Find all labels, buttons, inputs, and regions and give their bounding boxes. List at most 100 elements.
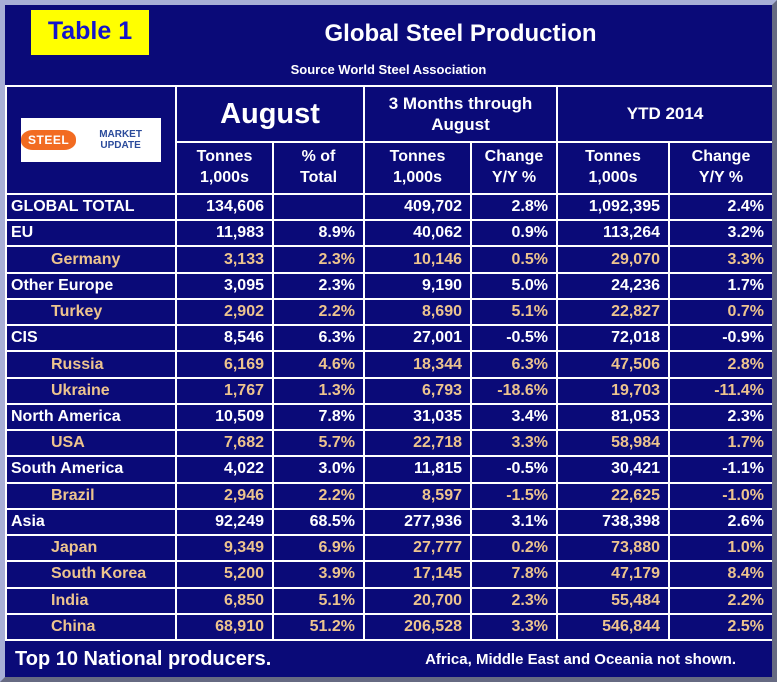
col-header-august-pct-of-total: % of Total	[272, 141, 365, 195]
col-header-ytd-change: Change Y/Y %	[667, 141, 772, 195]
cell-value: 24,236	[556, 271, 670, 300]
title-row: Table 1 Global Steel Production	[5, 5, 772, 59]
cell-value: 19,703	[556, 376, 670, 405]
cell-value: 546,844	[556, 612, 670, 642]
cell-value: 5.0%	[470, 271, 558, 300]
column-group-ytd-2014: YTD 2014	[555, 85, 772, 143]
table-row: EU 11,983 8.9% 40,062 0.9% 113,264 3.2%	[5, 219, 772, 248]
cell-value: 20,700	[363, 586, 472, 615]
row-label: Brazil	[5, 481, 177, 510]
cell-value: 9,349	[175, 534, 274, 563]
col-header-ytd-tonnes: Tonnes 1,000s	[556, 141, 670, 195]
logo-market-update-text: MARKET UPDATE	[99, 129, 142, 151]
cell-value: 2.4%	[667, 192, 772, 222]
cell-value: -0.5%	[470, 455, 558, 484]
steel-market-update-logo: STEEL MARKET UPDATE	[21, 118, 161, 162]
cell-value: 68.5%	[272, 507, 365, 537]
cell-value: 31,035	[363, 402, 472, 432]
cell-value: 3.3%	[470, 612, 558, 642]
cell-value: 2,902	[175, 297, 274, 327]
cell-value: 2.6%	[667, 507, 772, 537]
cell-value: 2.3%	[272, 245, 365, 274]
cell-value: 2.3%	[667, 402, 772, 432]
cell-value: 47,179	[556, 560, 670, 589]
cell-value: 29,070	[556, 245, 670, 274]
table-row: CIS 8,546 6.3% 27,001 -0.5% 72,018 -0.9%	[5, 324, 772, 353]
cell-value: 2.2%	[272, 297, 365, 327]
cell-value: 3.2%	[667, 219, 772, 248]
table-row: North America 10,509 7.8% 31,035 3.4% 81,053 2…	[5, 402, 772, 432]
row-label: Asia	[5, 507, 177, 537]
table-row: Other Europe 3,095 2.3% 9,190 5.0% 24,236 1.7%	[5, 271, 772, 300]
cell-value: 3.9%	[272, 560, 365, 589]
cell-value: 2.3%	[272, 271, 365, 300]
cell-value: 5.7%	[272, 429, 365, 458]
row-label: China	[5, 612, 177, 642]
row-label: EU	[5, 219, 177, 248]
cell-value: 72,018	[556, 324, 670, 353]
cell-value: 2.5%	[667, 612, 772, 642]
cell-value: 68,910	[175, 612, 274, 642]
cell-value: 22,827	[556, 297, 670, 327]
table-body: GLOBAL TOTAL 134,606 409,702 2.8% 1,092,395 2…	[5, 192, 772, 642]
column-subheader-row: Tonnes 1,000s % of Total Tonnes 1,000s C…	[6, 141, 772, 195]
cell-value: 8,597	[363, 481, 472, 510]
table-label: Table 1	[31, 9, 149, 55]
cell-value: 30,421	[556, 455, 670, 484]
cell-value: 5.1%	[272, 586, 365, 615]
cell-value: 1.0%	[667, 534, 772, 563]
row-label: Ukraine	[5, 376, 177, 405]
cell-value: 113,264	[556, 219, 670, 248]
cell-value: 1.7%	[667, 429, 772, 458]
cell-value	[272, 192, 365, 222]
cell-value: 0.7%	[667, 297, 772, 327]
cell-value: 3,095	[175, 271, 274, 300]
cell-value: 58,984	[556, 429, 670, 458]
cell-value: 6,850	[175, 586, 274, 615]
cell-value: 11,815	[363, 455, 472, 484]
cell-value: 1.3%	[272, 376, 365, 405]
footer: Top 10 National producers. Africa, Middl…	[5, 641, 772, 677]
table-row: China 68,910 51.2% 206,528 3.3% 546,844 2.5%	[5, 612, 772, 642]
footer-note-left: Top 10 National producers.	[15, 647, 272, 670]
source-line: Source World Steel Association	[290, 62, 487, 77]
table-row: South America 4,022 3.0% 11,815 -0.5% 30,421-…	[5, 455, 772, 484]
cell-value: 1,767	[175, 376, 274, 405]
cell-value: 1.7%	[667, 271, 772, 300]
cell-value: 7.8%	[272, 402, 365, 432]
cell-value: 22,625	[556, 481, 670, 510]
column-group-august: August	[175, 85, 365, 143]
cell-value: 3,133	[175, 245, 274, 274]
table-row: GLOBAL TOTAL 134,606 409,702 2.8% 1,092,395 2…	[5, 192, 772, 222]
table-row: Japan 9,349 6.9% 27,777 0.2% 73,880 1.0%	[5, 534, 772, 563]
cell-value: 5,200	[175, 560, 274, 589]
cell-value: 2.2%	[667, 586, 772, 615]
cell-value: 27,777	[363, 534, 472, 563]
footer-note-right: Africa, Middle East and Oceania not show…	[425, 650, 736, 668]
cell-value: 6,793	[363, 376, 472, 405]
column-group-3-months: 3 Months through August	[363, 85, 558, 143]
row-label: Turkey	[5, 297, 177, 327]
cell-value: -11.4%	[667, 376, 772, 405]
table-row: Asia 92,249 68.5% 277,936 3.1% 738,398 2.6%	[5, 507, 772, 537]
cell-value: 8.4%	[667, 560, 772, 589]
row-label: CIS	[5, 324, 177, 353]
table-row: Turkey 2,902 2.2% 8,690 5.1% 22,827 0.7%	[5, 297, 772, 327]
col-header-august-tonnes: Tonnes 1,000s	[175, 141, 274, 195]
cell-value: 4.6%	[272, 350, 365, 379]
cell-value: 6.9%	[272, 534, 365, 563]
cell-value: -1.1%	[667, 455, 772, 484]
cell-value: 81,053	[556, 402, 670, 432]
cell-value: 2,946	[175, 481, 274, 510]
cell-value: 47,506	[556, 350, 670, 379]
cell-value: -18.6%	[470, 376, 558, 405]
table-row: Germany 3,133 2.3% 10,146 0.5% 29,070 3.3%	[5, 245, 772, 274]
cell-value: 738,398	[556, 507, 670, 537]
cell-value: 3.3%	[470, 429, 558, 458]
cell-value: 409,702	[363, 192, 472, 222]
col-header-3m-change: Change Y/Y %	[470, 141, 558, 195]
cell-value: 8.9%	[272, 219, 365, 248]
cell-value: 3.3%	[667, 245, 772, 274]
table-row: South Korea 5,200 3.9% 17,145 7.8% 47,179 8.4%	[5, 560, 772, 589]
logo-cell: STEEL MARKET UPDATE	[5, 85, 177, 195]
